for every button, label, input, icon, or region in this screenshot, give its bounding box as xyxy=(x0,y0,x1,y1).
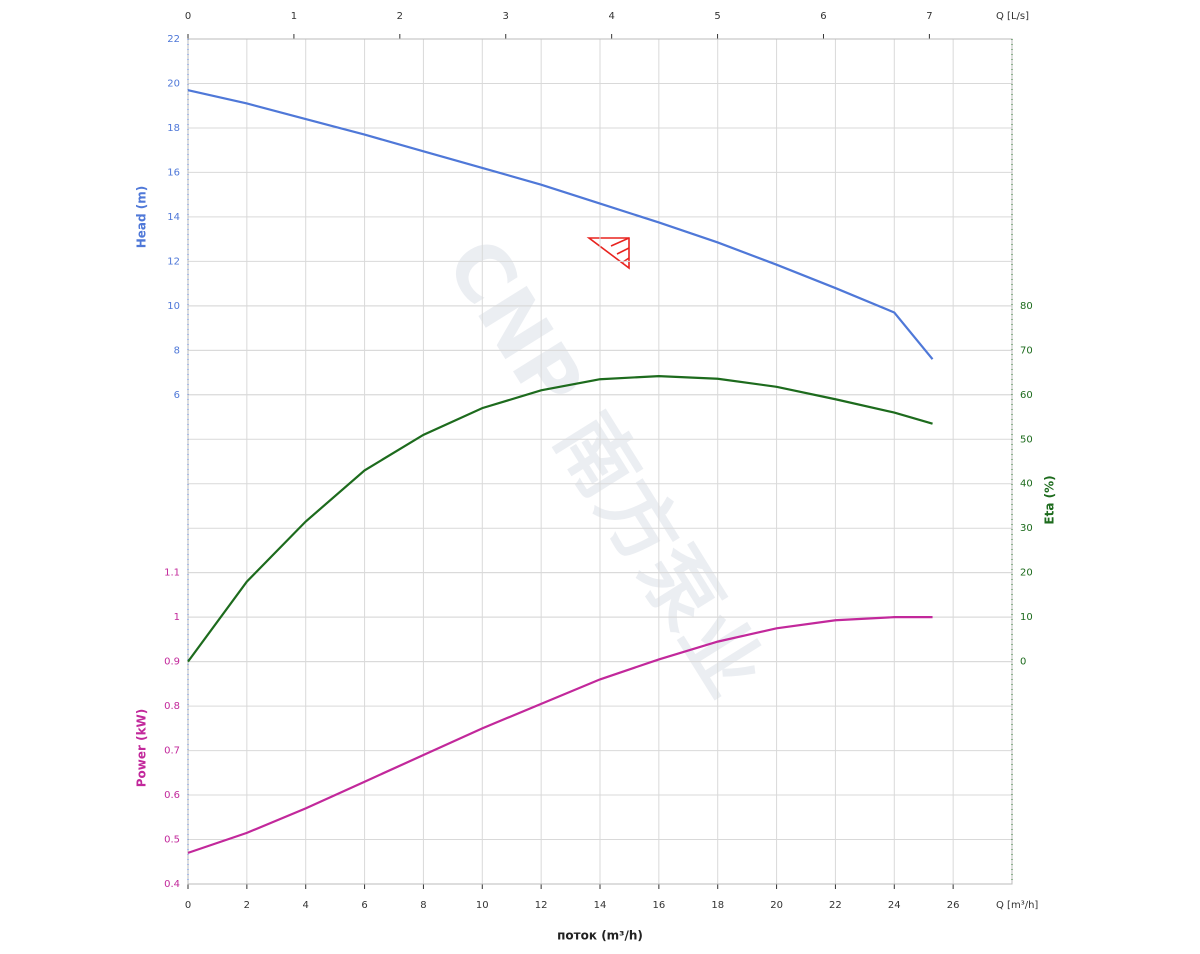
x2-tick-label: 3 xyxy=(503,11,509,22)
x-tick-label: 20 xyxy=(770,900,783,911)
y2-tick-label: 20 xyxy=(1020,568,1033,579)
x-tick-label: 26 xyxy=(947,900,960,911)
y3-tick-label: 0.7 xyxy=(164,746,180,757)
y2-axis-title: Eta (%) xyxy=(1043,475,1057,524)
y2-tick-label: 0 xyxy=(1020,657,1026,668)
x2-tick-label: 1 xyxy=(291,11,297,22)
y-tick-label: 16 xyxy=(167,167,180,178)
y3-tick-label: 0.6 xyxy=(164,790,180,801)
y2-tick-label: 50 xyxy=(1020,434,1033,445)
x-tick-label: 2 xyxy=(244,900,250,911)
x-tick-label: 8 xyxy=(420,900,426,911)
y-tick-label: 8 xyxy=(174,345,180,356)
x-tick-label: 6 xyxy=(361,900,367,911)
watermark: CNP 南方泵业 xyxy=(428,224,779,712)
x2-tick-label: 6 xyxy=(820,11,826,22)
y2-tick-label: 80 xyxy=(1020,301,1033,312)
y3-axis-title: Power (kW) xyxy=(135,709,149,788)
duty-point-marker xyxy=(586,237,630,270)
x-tick-label: 18 xyxy=(711,900,724,911)
y-axis-title: Head (m) xyxy=(135,186,149,249)
x2-tick-label: 0 xyxy=(185,11,191,22)
x-tick-label: 16 xyxy=(652,900,665,911)
x-axis-title: поток (m³/h) xyxy=(557,929,643,943)
y2-tick-label: 10 xyxy=(1020,612,1033,623)
curve xyxy=(187,375,933,663)
y3-tick-label: 1 xyxy=(174,612,180,623)
x-tick-label: 10 xyxy=(476,900,489,911)
curve xyxy=(187,616,933,854)
plot-frame xyxy=(187,38,1013,885)
y3-tick-label: 0.5 xyxy=(164,835,180,846)
y-tick-label: 22 xyxy=(167,34,180,45)
x-tick-label: 22 xyxy=(829,900,842,911)
x-tick-label: 0 xyxy=(185,900,191,911)
x2-tick-label: 5 xyxy=(714,11,720,22)
y3-tick-label: 0.9 xyxy=(164,657,180,668)
x-tick-label: 14 xyxy=(594,900,607,911)
y-tick-label: 14 xyxy=(167,212,180,223)
y-tick-label: 18 xyxy=(167,123,180,134)
x-tick-label: 24 xyxy=(888,900,901,911)
y-tick-label: 10 xyxy=(167,301,180,312)
y2-tick-label: 60 xyxy=(1020,390,1033,401)
y3-tick-label: 1.1 xyxy=(164,568,180,579)
y3-tick-label: 0.4 xyxy=(164,879,180,890)
y2-tick-label: 40 xyxy=(1020,479,1033,490)
curve xyxy=(187,89,934,360)
y-tick-label: 20 xyxy=(167,78,180,89)
x-tick-label: 4 xyxy=(303,900,309,911)
x2-unit-label: Q [L/s] xyxy=(996,11,1029,22)
x-tick-label: 12 xyxy=(535,900,548,911)
y3-tick-label: 0.8 xyxy=(164,701,180,712)
y2-tick-label: 70 xyxy=(1020,345,1033,356)
x-unit-label: Q [m³/h] xyxy=(996,900,1038,911)
y-tick-label: 6 xyxy=(174,390,180,401)
x2-tick-label: 4 xyxy=(608,11,614,22)
x2-tick-label: 2 xyxy=(397,11,403,22)
y-tick-label: 12 xyxy=(167,256,180,267)
y2-tick-label: 30 xyxy=(1020,523,1033,534)
x2-tick-label: 7 xyxy=(926,11,932,22)
